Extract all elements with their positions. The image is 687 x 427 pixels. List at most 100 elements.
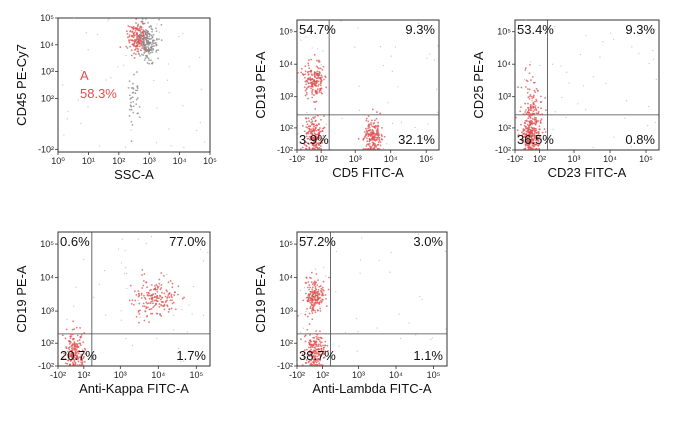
y-axis-label: CD19 PE-A	[14, 265, 29, 333]
y-tick-label: -10²	[38, 361, 54, 371]
y-tick-label: 10⁵	[279, 239, 293, 249]
cluster-3	[127, 71, 141, 143]
x-tick-label: -10²	[289, 370, 305, 380]
x-tick-label: 10⁵	[419, 154, 433, 164]
quadrant-top-right-value: 9.3%	[405, 22, 435, 37]
y-tick-label: 10⁵	[279, 27, 293, 37]
y-tick-label: 10⁴	[279, 59, 293, 69]
x-tick-label: -10²	[289, 154, 305, 164]
y-tick-label: 10³	[498, 92, 511, 102]
x-tick-label: 10²	[533, 154, 546, 164]
x-tick-label: -10²	[50, 370, 66, 380]
x-tick-label: 10²	[315, 154, 328, 164]
x-axis-label: CD5 FITC-A	[332, 165, 404, 180]
plot-frame	[57, 231, 211, 367]
plot-frame	[514, 19, 660, 151]
x-tick-label: 10⁴	[173, 156, 187, 166]
y-tick-label: 10⁴	[279, 273, 293, 283]
x-tick-label: 10²	[316, 370, 329, 380]
y-tick-label: 10³	[41, 67, 54, 77]
quadrant-bottom-left-value: 20.7%	[60, 348, 97, 363]
quadrant-top-left-value: 53.4%	[517, 22, 554, 37]
quadrant-bottom-right-value: 1.1%	[413, 348, 443, 363]
y-tick-label: -10²	[495, 145, 511, 155]
y-axis-label: CD45 PE-Cy7	[14, 44, 29, 126]
y-tick-label: 10²	[280, 338, 293, 348]
background-events	[515, 19, 657, 149]
quadrant-top-left-value: 0.6%	[60, 234, 90, 249]
quadrant-bottom-right-value: 32.1%	[398, 132, 435, 147]
cluster-2	[61, 320, 87, 366]
cluster-3	[299, 114, 326, 150]
y-tick-label: -10²	[277, 361, 293, 371]
plot-frame	[57, 17, 211, 153]
plot-frame	[296, 231, 448, 367]
y-tick-label: 10²	[280, 123, 293, 133]
x-tick-label: 10⁰	[51, 156, 65, 166]
y-tick-label: 10⁴	[497, 59, 511, 69]
background-events	[297, 19, 439, 151]
y-tick-label: 10⁴	[40, 40, 54, 50]
x-axis-label: Anti-Kappa FITC-A	[79, 381, 189, 396]
y-axis-label: CD19 PE-A	[253, 265, 268, 333]
cluster-1	[297, 271, 330, 321]
x-tick-label: 10²	[77, 370, 90, 380]
x-tick-label: 10³	[349, 154, 362, 164]
x-tick-label: 10⁵	[203, 156, 217, 166]
y-tick-label: -10²	[277, 145, 293, 155]
background-events	[296, 233, 447, 364]
y-tick-label: -10²	[38, 144, 54, 154]
y-tick-label: 10³	[41, 306, 54, 316]
y-tick-label: 10²	[498, 123, 511, 133]
cluster-2	[357, 108, 386, 150]
panel-1: 10⁰ 10¹ 10² 10³ 10⁴ 10⁵ 10⁵ 10⁴ 10³ 10² -10² SSC-A C…	[14, 13, 217, 182]
x-tick-label: 10⁵	[427, 370, 441, 380]
quadrant-bottom-right-value: 1.7%	[176, 348, 206, 363]
panel-3: -10² 10² 10³ 10⁴ 10⁵ 10⁵ 10⁴ 10³ 10² -10² CD23 FIT…	[471, 19, 660, 180]
y-tick-label: 10⁵	[497, 27, 511, 37]
quadrant-top-left-value: 54.7%	[299, 22, 336, 37]
cluster-1	[128, 268, 185, 324]
cluster-2	[299, 323, 329, 366]
panel-5: -10² 10² 10³ 10⁴ 10⁵ 10⁵ 10⁴ 10³ 10² -10² Anti-Lam…	[253, 231, 448, 396]
quadrant-top-right-value: 3.0%	[413, 234, 443, 249]
quadrant-top-left-value: 57.2%	[299, 234, 336, 249]
quadrant-bottom-left-value: 36.5%	[517, 132, 554, 147]
cluster-1	[297, 53, 328, 110]
panel-2: -10² 10² 10³ 10⁴ 10⁵ 10⁵ 10⁴ 10³ 10² -10² CD5 FITC…	[253, 19, 440, 180]
x-axis-label: Anti-Lambda FITC-A	[312, 381, 432, 396]
x-tick-label: 10⁴	[384, 154, 398, 164]
quadrant-top-right-value: 9.3%	[625, 22, 655, 37]
y-tick-label: 10⁵	[40, 13, 54, 23]
x-tick-label: 10³	[352, 370, 365, 380]
x-tick-label: 10⁵	[639, 154, 653, 164]
quadrant-top-right-value: 77.0%	[169, 234, 206, 249]
y-tick-label: 10²	[41, 338, 54, 348]
gate-value: 58.3%	[80, 86, 117, 101]
y-axis-label: CD25 PE-A	[471, 51, 486, 119]
x-axis-label: CD23 FITC-A	[548, 165, 627, 180]
x-axis-label: SSC-A	[114, 167, 154, 182]
panel-4: -10² 10² 10³ 10⁴ 10⁵ 10⁵ 10⁴ 10³ 10² -10² Anti-Kap…	[14, 231, 211, 396]
cluster-2	[132, 18, 163, 65]
x-tick-label: 10⁵	[189, 370, 203, 380]
x-tick-label: -10²	[507, 154, 523, 164]
x-tick-label: 10³	[143, 156, 156, 166]
y-tick-label: 10³	[280, 92, 293, 102]
y-tick-label: 10²	[41, 93, 54, 103]
plot-frame	[296, 19, 440, 151]
x-tick-label: 10⁴	[389, 370, 403, 380]
x-tick-label: 10³	[114, 370, 127, 380]
gate-name: A	[80, 68, 89, 83]
y-tick-label: 10⁵	[40, 239, 54, 249]
quadrant-bottom-left-value: 3.9%	[299, 132, 329, 147]
x-tick-label: 10⁴	[603, 154, 617, 164]
background-events	[66, 235, 209, 363]
x-tick-label: 10⁴	[151, 370, 165, 380]
cluster-2	[516, 112, 547, 150]
quadrant-bottom-left-value: 38.7%	[299, 348, 336, 363]
background-events	[61, 17, 206, 149]
x-tick-label: 10²	[112, 156, 125, 166]
y-tick-label: 10⁴	[40, 273, 54, 283]
